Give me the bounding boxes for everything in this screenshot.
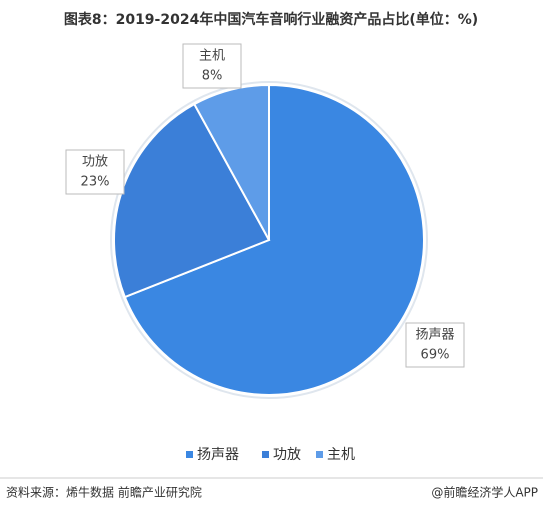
credit: @前瞻经济学人APP [431,485,538,500]
label-name: 功放 [82,155,108,170]
legend-swatch [316,451,323,458]
legend-label: 主机 [327,447,355,463]
legend-swatch [186,451,193,458]
legend-label: 扬声器 [197,447,239,463]
label-value: 69% [421,348,450,363]
label-value: 8% [202,69,223,84]
label-box [405,322,465,368]
label-value: 23% [81,175,110,190]
label-name: 主机 [199,49,225,64]
pie-outline [110,81,428,399]
pie-slice [192,83,270,241]
legend-swatch [262,451,269,458]
legend-label: 功放 [273,447,301,463]
label-box [182,43,242,89]
pie-slice [123,83,425,396]
label-box [65,149,125,195]
source: 资料来源：烯牛数据 前瞻产业研究院 [6,485,202,500]
label-name: 扬声器 [415,328,454,343]
chart-title: 图表8：2019-2024年中国汽车音响行业融资产品占比(单位：%) [64,11,478,28]
